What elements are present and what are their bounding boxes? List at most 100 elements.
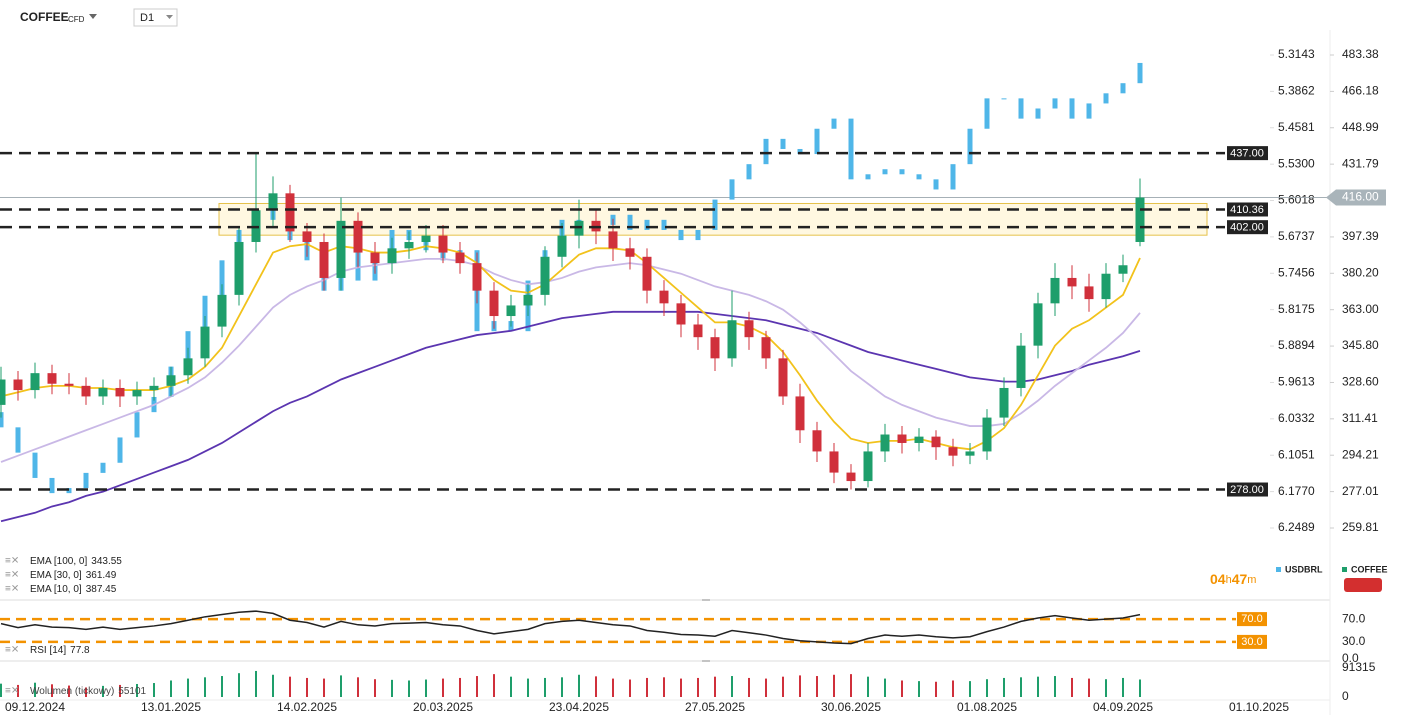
- candle-body: [1069, 98, 1075, 119]
- volume-bar: [391, 679, 393, 697]
- candle-body: [982, 417, 992, 452]
- y2-tick-label: 5.6018: [1278, 193, 1315, 207]
- volume-bar: [612, 678, 614, 697]
- candle-body: [202, 295, 208, 332]
- series-name: USDBRL: [1285, 564, 1323, 574]
- countdown-part: m: [1247, 574, 1256, 586]
- candle-body: [727, 320, 737, 359]
- candle-body: [183, 358, 193, 376]
- volume-bar: [323, 678, 325, 697]
- candle-body: [1052, 98, 1058, 109]
- candle-body: [149, 385, 159, 391]
- candle-body: [438, 235, 448, 253]
- symbol[interactable]: COFFEE: [20, 10, 69, 24]
- rsi-level-tag: [1237, 634, 1267, 649]
- y2-tick-label: 6.2489: [1278, 520, 1315, 534]
- candle-body: [370, 252, 380, 264]
- candle-body: [814, 128, 820, 155]
- candle-body: [404, 241, 414, 249]
- candle-body: [421, 235, 431, 242]
- volume-bar: [1003, 677, 1005, 697]
- volume-bar: [170, 680, 172, 697]
- volume-bar: [544, 677, 546, 697]
- candle-body: [30, 373, 40, 391]
- rsi-value: 77.8: [70, 645, 90, 656]
- candle-body: [1120, 83, 1126, 94]
- legend-entry: EMA [30, 0] 361.49: [30, 570, 117, 581]
- candle-body: [166, 375, 176, 386]
- y2-tick-label: 5.3862: [1278, 84, 1315, 98]
- y-tick-label: 259.81: [1342, 520, 1379, 534]
- candle-body: [0, 379, 6, 405]
- last-price-tag: [1326, 189, 1386, 206]
- candle-body: [523, 294, 533, 306]
- x-tick-label: 01.10.2025: [1229, 700, 1289, 714]
- candle-body: [965, 451, 975, 456]
- volume-bar: [1122, 677, 1124, 697]
- volume-tick-label: 91315: [1342, 660, 1376, 674]
- volume-bar: [238, 673, 240, 697]
- interval[interactable]: D1: [140, 12, 154, 24]
- y2-tick-label: 5.7456: [1278, 265, 1315, 279]
- candle-body: [661, 219, 667, 230]
- volume-bar: [306, 677, 308, 697]
- candle-body: [627, 214, 633, 230]
- volume-bar: [136, 683, 138, 697]
- rsi-tick-label: 30.0: [1342, 634, 1366, 648]
- series-name: COFFEE: [1351, 564, 1388, 574]
- candle-body: [746, 164, 752, 180]
- candle-body: [865, 174, 871, 180]
- candle-body: [134, 412, 140, 438]
- volume-bar: [782, 676, 784, 697]
- candle-body: [302, 231, 312, 242]
- volume-bar: [476, 676, 478, 697]
- rsi-level-label: 30.0: [1241, 636, 1262, 648]
- candle-body: [710, 337, 720, 359]
- rsi-name: RSI [14]: [30, 645, 66, 656]
- interval-box[interactable]: [133, 8, 178, 27]
- candle-body: [1086, 103, 1092, 119]
- volume-bar: [527, 678, 529, 697]
- ema-line: [0, 310, 1141, 523]
- interval-dropdown[interactable]: [166, 15, 173, 19]
- candle-body: [763, 138, 769, 165]
- legend-value: 343.55: [91, 556, 122, 567]
- series-swatch: [1342, 567, 1347, 572]
- volume-bar: [935, 681, 937, 697]
- y-tick-label: 328.60: [1342, 375, 1379, 389]
- legend-icon: ≡✕: [5, 686, 19, 697]
- candle-body: [831, 118, 837, 129]
- candle-body: [948, 447, 958, 456]
- candle-body: [695, 229, 701, 241]
- y2-tick-label: 6.1770: [1278, 484, 1315, 498]
- symbol-dropdown[interactable]: [89, 14, 97, 19]
- volume-bar: [408, 680, 410, 697]
- candle-body: [1084, 286, 1094, 300]
- candle-body: [472, 263, 482, 291]
- candle-body: [797, 148, 803, 155]
- candle-body: [984, 98, 990, 129]
- candle-body: [1137, 62, 1143, 84]
- rsi-tick-label: 70.0: [1342, 611, 1366, 625]
- level-label: 402.00: [1230, 222, 1264, 234]
- volume-bar: [289, 676, 291, 697]
- candle-body: [336, 220, 346, 278]
- volume-bar: [1105, 679, 1107, 697]
- volume-bar: [680, 678, 682, 697]
- volume-bar: [340, 675, 342, 697]
- volume-bar: [901, 680, 903, 697]
- candle-body: [863, 451, 873, 482]
- volume-bar: [646, 677, 648, 697]
- volume-bar: [799, 675, 801, 697]
- volume-bar: [204, 677, 206, 697]
- y2-tick-label: 5.9613: [1278, 375, 1315, 389]
- volume-bar: [459, 677, 461, 697]
- candle-body: [132, 390, 142, 397]
- volume-bar: [221, 676, 223, 697]
- candle-body: [217, 294, 227, 327]
- y2-tick-label: 5.5300: [1278, 156, 1315, 170]
- volume-bar: [884, 678, 886, 697]
- candle-body: [899, 169, 905, 175]
- candle-body: [1067, 277, 1077, 287]
